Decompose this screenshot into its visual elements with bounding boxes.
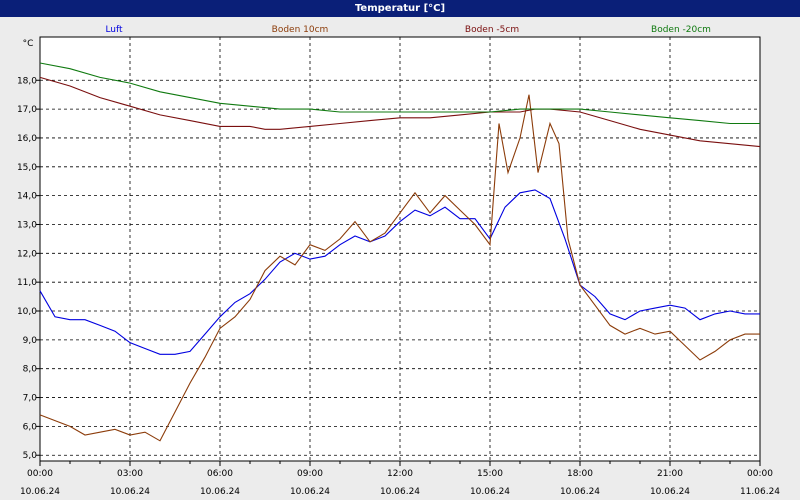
y-tick-label: 9,0 [23,336,38,346]
y-tick-label: 12,0 [17,249,37,259]
x-tick-date: 10.06.24 [20,487,60,497]
series-layer [39,62,761,442]
x-tick-time: 00:00 [747,469,773,479]
x-tick-time: 12:00 [387,469,413,479]
y-tick-label: 14,0 [17,192,37,202]
y-tick-label: 5,0 [23,451,38,461]
x-tick-date: 10.06.24 [650,487,690,497]
legend-entry: Boden -20cm [651,25,711,35]
x-tick-date: 11.06.24 [740,487,780,497]
x-tick-time: 15:00 [477,469,503,479]
y-tick-label: 15,0 [17,163,37,173]
y-tick-label: 18,0 [17,76,37,86]
x-tick-time: 09:00 [297,469,323,479]
series-line-luft [39,189,760,355]
x-tick-time: 06:00 [207,469,233,479]
y-tick-label: 11,0 [17,278,37,288]
chart-title: Temperatur [°C] [0,0,800,17]
x-tick-date: 10.06.24 [380,487,420,497]
legend-entry: Boden -5cm [465,25,519,35]
series-line-boden-20cm [39,62,760,125]
legend-entry: Luft [105,25,123,35]
y-tick-label: 10,0 [17,307,37,317]
y-tick-label: 16,0 [17,134,37,144]
series-line-boden-5cm [39,76,761,148]
y-tick-label: 17,0 [17,105,37,115]
legend-entry: Boden 10cm [272,25,329,35]
series-line-boden-10cm [39,94,760,442]
y-tick-label: 8,0 [23,365,38,375]
y-axis-unit: °C [23,39,34,49]
y-tick-label: 13,0 [17,220,37,230]
x-tick-time: 18:00 [567,469,593,479]
legend: Luft Boden 10cm Boden -5cm Boden -20cm [105,25,711,35]
x-tick-date: 10.06.24 [290,487,330,497]
x-tick-time: 21:00 [657,469,683,479]
x-tick-time: 00:00 [27,469,53,479]
temperature-chart: 5,0 6,0 7,0 8,0 9,0 10,0 11,0 12,0 13,0 14,0 15,0 1… [17,25,780,497]
x-axis: 00:00 10.06.24 03:00 10.06.24 06:00 10.06.24 0… [20,461,780,497]
x-tick-date: 10.06.24 [560,487,600,497]
x-tick-date: 10.06.24 [200,487,240,497]
x-tick-time: 03:00 [117,469,143,479]
y-tick-label: 6,0 [23,422,38,432]
x-tick-date: 10.06.24 [110,487,150,497]
x-tick-date: 10.06.24 [470,487,510,497]
y-axis: 5,0 6,0 7,0 8,0 9,0 10,0 11,0 12,0 13,0 14,0 15,0 1… [17,76,40,461]
y-tick-label: 7,0 [23,394,38,404]
